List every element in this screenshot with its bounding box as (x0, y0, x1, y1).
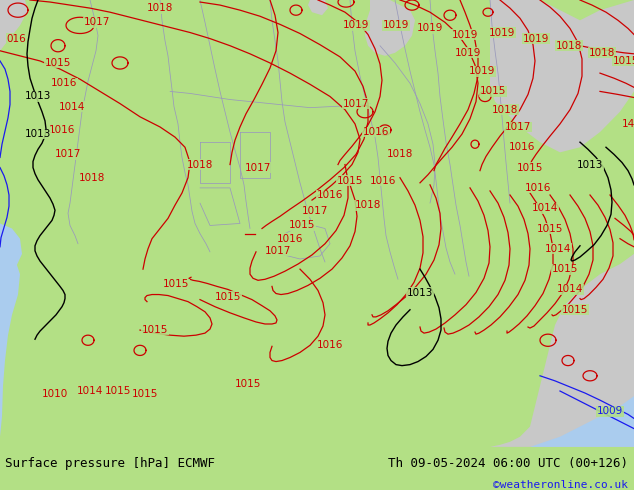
Text: 1014: 1014 (77, 386, 103, 396)
Text: 1015: 1015 (517, 163, 543, 172)
Text: 14: 14 (621, 119, 634, 129)
Text: 1015: 1015 (480, 86, 506, 97)
Polygon shape (0, 223, 22, 335)
Text: 1015: 1015 (337, 176, 363, 186)
Text: 1019: 1019 (417, 24, 443, 33)
Text: 1013: 1013 (407, 288, 433, 297)
Text: 1018: 1018 (556, 41, 582, 50)
Text: Surface pressure [hPa] ECMWF: Surface pressure [hPa] ECMWF (5, 457, 215, 470)
Text: 1017: 1017 (265, 246, 291, 256)
Text: 1016: 1016 (277, 234, 303, 244)
Polygon shape (490, 254, 634, 447)
Text: 1015: 1015 (613, 56, 634, 66)
Text: 1015: 1015 (142, 325, 168, 335)
Text: ©weatheronline.co.uk: ©weatheronline.co.uk (493, 480, 628, 490)
Text: 1016: 1016 (509, 142, 535, 152)
Text: 1018: 1018 (589, 48, 615, 58)
Text: 1013: 1013 (25, 129, 51, 139)
Text: 1015: 1015 (552, 264, 578, 274)
Text: 1018: 1018 (355, 200, 381, 210)
Text: 1019: 1019 (469, 66, 495, 76)
Polygon shape (530, 396, 634, 447)
Text: Th 09-05-2024 06:00 UTC (00+126): Th 09-05-2024 06:00 UTC (00+126) (387, 457, 628, 470)
Polygon shape (308, 0, 328, 15)
Text: 1017: 1017 (302, 206, 328, 216)
Text: 016: 016 (6, 34, 26, 44)
Text: 1016: 1016 (49, 125, 75, 135)
Text: 1014: 1014 (557, 285, 583, 294)
Text: 1017: 1017 (55, 149, 81, 159)
Text: 1015: 1015 (132, 389, 158, 399)
Text: 1015: 1015 (235, 379, 261, 389)
Text: 1019: 1019 (343, 21, 369, 30)
Text: 1019: 1019 (452, 29, 478, 40)
Text: 1019: 1019 (383, 21, 409, 30)
Text: 1014: 1014 (59, 101, 85, 112)
Text: 1014: 1014 (532, 203, 558, 213)
Text: 1017: 1017 (343, 98, 369, 109)
Polygon shape (490, 0, 634, 152)
Polygon shape (0, 244, 20, 447)
Text: 1017: 1017 (245, 163, 271, 172)
Text: 1016: 1016 (525, 183, 551, 193)
Text: 1018: 1018 (187, 160, 213, 170)
Text: 1018: 1018 (387, 149, 413, 159)
Text: 1019: 1019 (489, 27, 515, 38)
Text: 1013: 1013 (25, 92, 51, 101)
Text: 1018: 1018 (147, 3, 173, 13)
Text: 1013: 1013 (577, 160, 603, 170)
Text: 1015: 1015 (45, 58, 71, 68)
Polygon shape (365, 0, 415, 56)
Text: 1010: 1010 (42, 389, 68, 399)
Text: 1017: 1017 (84, 17, 110, 27)
Text: 1014: 1014 (545, 244, 571, 254)
Text: 1015: 1015 (163, 279, 189, 290)
Text: 1017: 1017 (505, 122, 531, 132)
Text: 1015: 1015 (215, 292, 241, 301)
Text: 1015: 1015 (537, 223, 563, 234)
Text: 1016: 1016 (370, 176, 396, 186)
Text: 1016: 1016 (363, 127, 389, 137)
Text: 1015: 1015 (105, 386, 131, 396)
Text: 1019: 1019 (523, 34, 549, 44)
Text: 1016: 1016 (317, 190, 343, 200)
Text: 1016: 1016 (317, 341, 343, 350)
Text: 1018: 1018 (79, 173, 105, 183)
Text: 1015: 1015 (562, 305, 588, 315)
Text: 1009: 1009 (597, 406, 623, 416)
Text: 1015: 1015 (289, 220, 315, 230)
Text: 1018: 1018 (492, 105, 518, 115)
Polygon shape (0, 0, 28, 51)
Text: 1016: 1016 (51, 78, 77, 88)
Text: 1019: 1019 (455, 48, 481, 58)
